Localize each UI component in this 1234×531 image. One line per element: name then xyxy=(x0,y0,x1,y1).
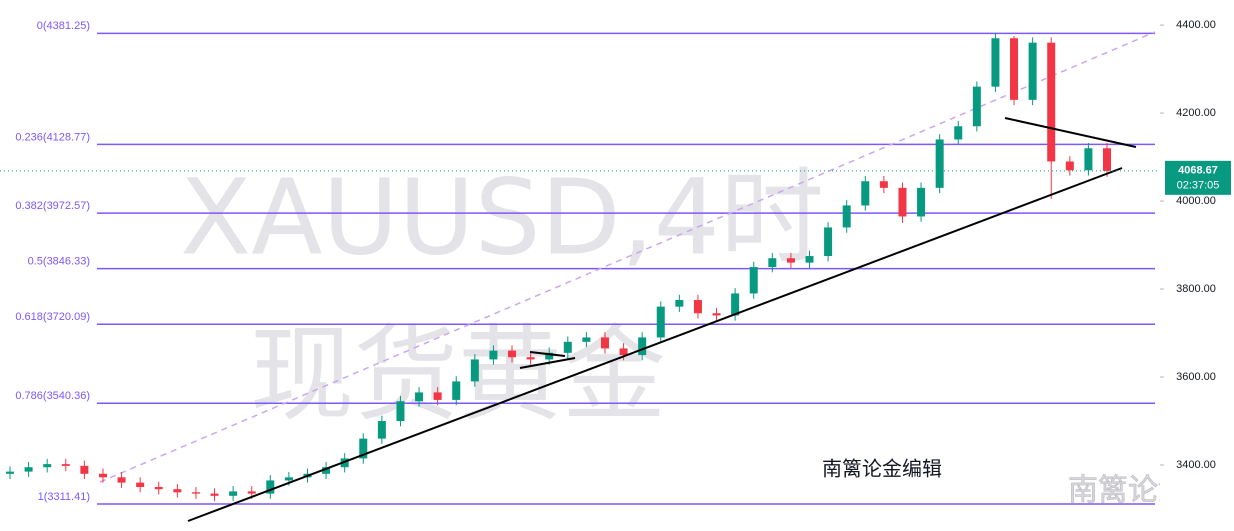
candle-body xyxy=(1065,161,1074,171)
candle-body xyxy=(824,227,833,257)
candle-body xyxy=(489,350,498,360)
candle-body xyxy=(396,401,405,422)
candles xyxy=(6,33,1111,502)
candle-body xyxy=(1103,148,1111,171)
candle-body xyxy=(526,357,535,360)
candle-body xyxy=(898,187,907,217)
candle-body xyxy=(600,337,609,349)
last-price-tag xyxy=(1165,160,1231,195)
candle-body xyxy=(768,258,777,268)
candle-body xyxy=(786,258,795,263)
candle-body xyxy=(415,392,424,402)
candle-body xyxy=(805,256,814,263)
candle-body xyxy=(229,491,238,496)
fib-label: 0(4381.25) xyxy=(37,20,90,32)
y-tick-label: 3800.00 xyxy=(1176,283,1216,295)
watermark-symbol: XAUUSD,4时 xyxy=(180,156,824,278)
fib-levels: 0(4381.25) 0.236(4128.77) 0.382(3972.57) 0.… xyxy=(15,20,1155,505)
candle-body xyxy=(247,491,256,494)
candle-body xyxy=(619,348,628,356)
candle-body xyxy=(43,464,52,468)
fib-label: 0.5(3846.33) xyxy=(28,256,90,268)
pattern-line xyxy=(519,357,576,369)
candle-body xyxy=(470,359,479,382)
candle-body xyxy=(879,181,888,188)
y-tick-label: 3400.00 xyxy=(1176,459,1216,471)
candle-body xyxy=(582,337,591,342)
candle-body xyxy=(24,467,33,472)
pattern-line xyxy=(529,351,566,357)
candle-body xyxy=(1028,42,1037,100)
candle-body xyxy=(563,341,572,353)
candle-body xyxy=(545,352,554,360)
candle-body xyxy=(1010,38,1019,100)
candle-body xyxy=(377,421,386,439)
candle-body xyxy=(693,300,702,314)
candle-body xyxy=(322,467,331,474)
candle-body xyxy=(98,473,107,478)
candle-body xyxy=(452,381,461,400)
candle-body xyxy=(6,471,14,474)
candle-body xyxy=(191,492,200,494)
candle-body xyxy=(1047,42,1056,162)
candle-body xyxy=(508,350,517,358)
candle-body xyxy=(359,438,368,459)
watermark-name: 现货黄金 xyxy=(250,313,666,435)
candle-body xyxy=(842,205,851,228)
candle-body xyxy=(991,38,1000,87)
y-tick-label: 3600.00 xyxy=(1176,371,1216,383)
candle-body xyxy=(80,465,89,474)
candle-body xyxy=(656,306,665,338)
candle-body xyxy=(861,181,870,206)
fib-label: 0.236(4128.77) xyxy=(15,131,90,143)
candle-body xyxy=(117,477,126,483)
candle-body xyxy=(731,293,740,316)
price-axis xyxy=(1160,0,1234,531)
resistance-line xyxy=(1004,117,1137,148)
candle-body xyxy=(61,464,70,466)
trend-line xyxy=(187,167,1123,522)
y-tick-label: 4200.00 xyxy=(1176,107,1216,119)
candle-body xyxy=(972,86,981,127)
candle-body xyxy=(675,300,684,307)
candle-body xyxy=(210,493,219,496)
fib-label: 0.786(3540.36) xyxy=(15,390,90,402)
candle-body xyxy=(433,392,442,400)
candle-body xyxy=(154,487,163,490)
last-price-label: 4068.67 xyxy=(1178,165,1218,177)
editor-label: 南篱论金编辑 xyxy=(822,457,942,480)
candle-body xyxy=(935,139,944,188)
price-axis-labels: 3400.00 3600.00 3800.00 4000.00 4200.00 4400.… xyxy=(1160,19,1216,471)
fib-label: 1(3311.41) xyxy=(38,491,90,503)
candle-body xyxy=(284,477,293,481)
candle-body xyxy=(136,482,145,488)
candle-body xyxy=(954,126,963,140)
candle-body xyxy=(917,187,926,217)
channel-line xyxy=(99,31,1156,483)
candle-body xyxy=(749,267,758,294)
countdown-label: 02:37:05 xyxy=(1177,180,1220,192)
candle-body xyxy=(1084,148,1093,171)
candle-body xyxy=(638,337,647,356)
y-tick-label: 4400.00 xyxy=(1176,19,1216,31)
candle-body xyxy=(712,313,721,316)
y-tick-label: 4000.00 xyxy=(1176,195,1216,207)
candle-body xyxy=(266,480,275,494)
fib-label: 0.382(3972.57) xyxy=(15,200,90,212)
candle-body xyxy=(173,489,182,493)
fib-label: 0.618(3720.09) xyxy=(15,311,90,323)
